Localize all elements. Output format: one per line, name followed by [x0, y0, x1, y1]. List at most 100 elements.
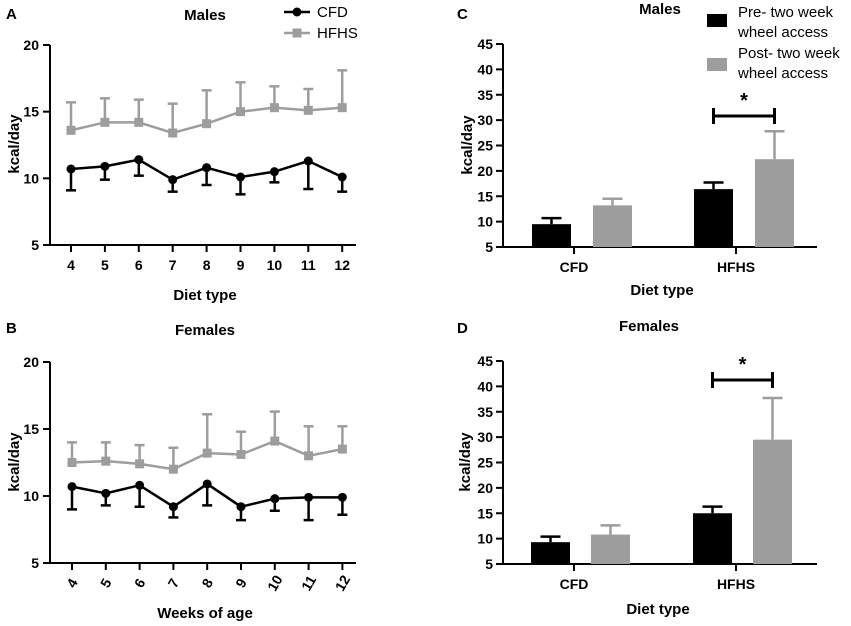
- cfd-point: [269, 167, 279, 177]
- x-tick-label: 11: [301, 257, 316, 273]
- panel-d-letter: D: [457, 320, 468, 337]
- panel-b-title: Females: [175, 322, 235, 339]
- significance-star: *: [740, 90, 748, 112]
- panel-b-plot-area: 5 10 15 20 4 5 6 7 8 9 10 11 12: [23, 354, 356, 594]
- y-tick-label: 45: [477, 36, 493, 52]
- panel-a-legend: CFD HFHS: [284, 4, 358, 42]
- cfd-point: [202, 163, 212, 173]
- y-tick-label: 30: [477, 429, 493, 445]
- hfhs-point: [66, 125, 76, 135]
- hfhs-point: [337, 444, 347, 454]
- cfd-point: [134, 155, 144, 165]
- y-tick-label: 5: [31, 237, 39, 253]
- cfd-point: [337, 492, 347, 502]
- x-tick-label: 6: [135, 257, 143, 273]
- bar-hfhs-post: [753, 439, 792, 564]
- panel-a-xlabel: Diet type: [173, 287, 236, 304]
- y-tick-label: 30: [477, 112, 493, 128]
- y-tick-label: 20: [477, 163, 493, 179]
- cfd-point: [168, 502, 178, 512]
- x-tick-label: 7: [165, 575, 183, 590]
- x-tick-label: 8: [203, 257, 211, 273]
- cfd-point: [168, 175, 178, 185]
- y-tick-label: 15: [477, 505, 493, 521]
- cfd-point: [67, 482, 77, 492]
- y-tick-label: 35: [477, 404, 493, 420]
- hfhs-point: [67, 458, 77, 467]
- y-tick-label: 5: [485, 239, 493, 255]
- legend-post-label: Post- two week wheel access: [737, 45, 840, 82]
- y-tick-label: 20: [23, 354, 39, 370]
- cfd-point: [337, 172, 347, 182]
- y-tick-label: 25: [477, 455, 493, 471]
- x-tick-label: 9: [237, 257, 245, 273]
- cfd-point: [66, 164, 76, 174]
- y-tick-label: 25: [477, 138, 493, 154]
- y-tick-label: 10: [23, 488, 39, 504]
- cfd-point: [304, 492, 314, 502]
- panel-d-ylabel: kcal/day: [457, 432, 474, 492]
- cfd-point: [236, 502, 246, 512]
- panel-d-plot-area: 5 10 15 20 25 30 35 40 45 CFD HFHS *: [477, 353, 817, 592]
- legend-cfd-label: CFD: [317, 4, 348, 21]
- x-tick-label: 10: [267, 257, 283, 273]
- x-tick-label: 5: [97, 575, 115, 590]
- y-tick-label: 20: [477, 480, 493, 496]
- hfhs-point: [202, 119, 212, 129]
- y-tick-label: 15: [23, 421, 39, 437]
- x-tick-label: 10: [264, 572, 286, 594]
- legend-hfhs-marker: [292, 28, 302, 38]
- hfhs-point: [202, 448, 212, 458]
- bar-hfhs-pre: [693, 513, 732, 564]
- hfhs-point: [168, 128, 178, 138]
- bar-cfd-post: [591, 534, 630, 564]
- hfhs-point: [236, 107, 245, 117]
- bar-hfhs-pre: [694, 189, 733, 247]
- legend-cfd-marker: [292, 7, 302, 17]
- x-tick-label: CFD: [560, 259, 589, 275]
- hfhs-point: [236, 449, 246, 459]
- y-tick-label: 45: [477, 353, 493, 369]
- bar-cfd-pre: [532, 224, 571, 247]
- hfhs-point: [168, 464, 178, 474]
- panel-a-letter: A: [6, 6, 17, 23]
- cfd-point: [303, 156, 313, 166]
- x-tick-label: HFHS: [717, 576, 755, 592]
- panel-b-ylabel: kcal/day: [6, 432, 23, 492]
- panel-a-plot-area: 5 10 15 20 4 5 6 7 8 9 10 11 12: [23, 37, 356, 273]
- x-tick-label: 6: [131, 575, 149, 590]
- hfhs-point: [269, 103, 279, 113]
- cfd-point: [270, 494, 280, 504]
- x-tick-label: 12: [334, 257, 350, 273]
- legend-hfhs-label: HFHS: [317, 25, 358, 42]
- panel-c-legend: Pre- two week wheel access Post- two week…: [707, 4, 840, 82]
- panel-a-title: Males: [184, 7, 226, 24]
- panel-c-title: Males: [639, 1, 681, 18]
- panel-d-title: Females: [619, 318, 679, 335]
- cfd-point: [135, 480, 145, 490]
- hfhs-point: [135, 459, 145, 469]
- hfhs-point: [100, 117, 110, 127]
- y-tick-label: 5: [31, 555, 39, 571]
- panel-c-xlabel: Diet type: [630, 282, 693, 299]
- y-tick-label: 15: [23, 104, 39, 120]
- cfd-point: [202, 479, 212, 489]
- hfhs-point: [270, 436, 280, 446]
- panel-c-males-bar-chart: C Males Diet type kcal/day 5 10 15 20 25 30 35…: [457, 1, 840, 299]
- panel-b-xlabel: Weeks of age: [157, 605, 253, 622]
- legend-pre-label: Pre- two week wheel access: [737, 4, 834, 41]
- y-tick-label: 40: [477, 378, 493, 394]
- hfhs-point: [101, 456, 111, 466]
- x-tick-label: 9: [232, 575, 250, 590]
- bar-hfhs-post: [755, 159, 794, 247]
- bar-cfd-pre: [531, 542, 570, 564]
- panel-c-plot-area: 5 10 15 20 25 30 35 40 45 CFD HFHS *: [477, 36, 817, 275]
- panel-a-males-line-chart: A Males Diet type kcal/day 5 10 15 20 4 5 6 7 8 9…: [6, 4, 358, 304]
- hfhs-point: [337, 103, 347, 113]
- x-tick-label: CFD: [560, 576, 589, 592]
- cfd-point: [101, 488, 111, 498]
- significance-star: *: [739, 354, 747, 376]
- y-tick-label: 35: [477, 87, 493, 103]
- panel-c-letter: C: [457, 6, 468, 23]
